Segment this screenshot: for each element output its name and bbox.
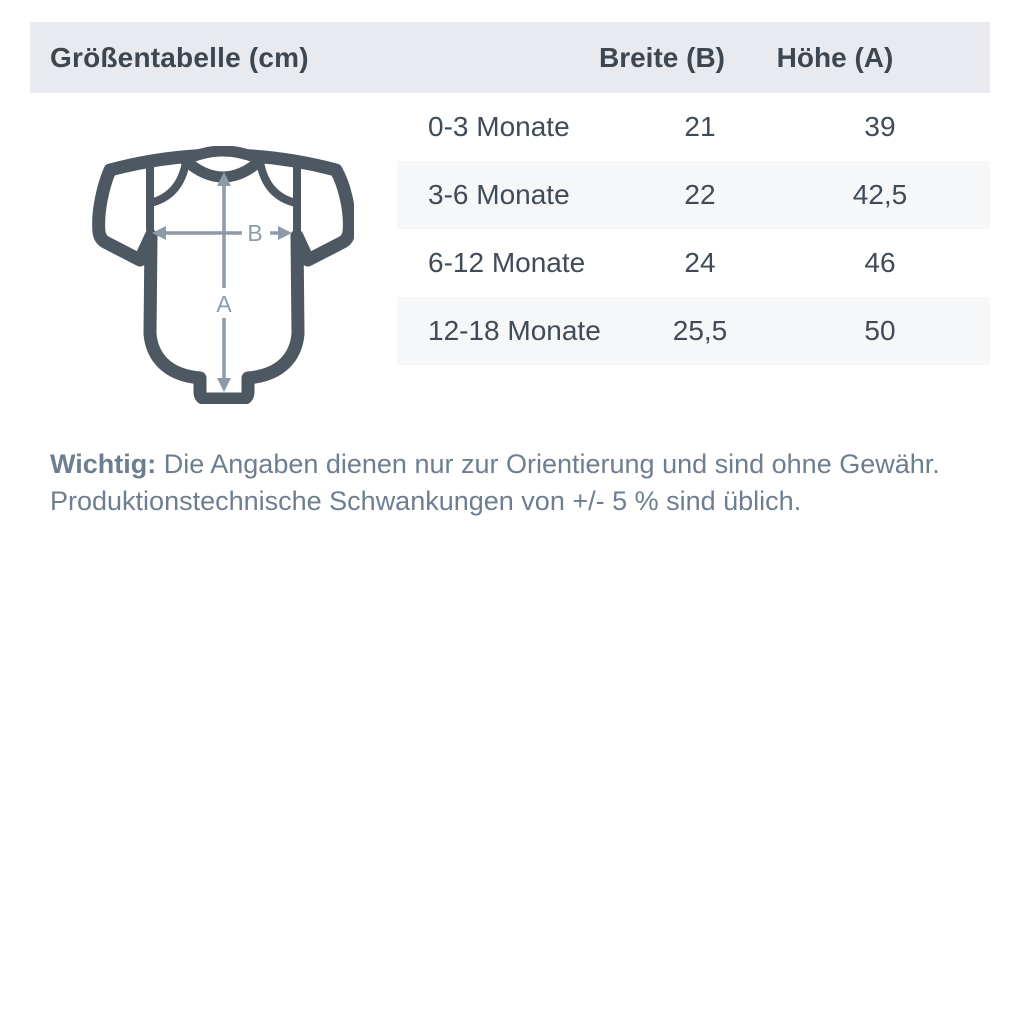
table-row: 6-12 Monate 24 46 [397,229,990,297]
height-label: A [216,291,232,317]
width-label: B [247,220,262,246]
width-arrow-icon [152,226,292,240]
breite-value: 24 [684,247,716,278]
baby-bodysuit-diagram: B A [92,146,354,404]
size-label: 12-18 Monate [428,315,601,346]
disclaimer-text: Die Angaben dienen nur zur Orientierung … [156,449,940,479]
left-lap-seam-icon [146,158,190,207]
hoehe-value: 46 [864,247,896,278]
size-label: 3-6 Monate [428,179,570,210]
size-label: 6-12 Monate [428,247,586,278]
breite-value: 21 [684,111,716,142]
column-header-breite: Breite (B) [598,41,725,73]
table-header-bar: Größentabelle (cm) Breite (B) Höhe (A) [30,22,990,93]
disclaimer-prefix: Wichtig: [50,449,157,479]
hoehe-value: 50 [864,315,896,346]
hoehe-value: 39 [864,111,896,142]
disclaimer-line-2: Produktionstechnische Schwankungen von +… [50,486,802,516]
breite-value: 22 [684,179,716,210]
breite-value: 25,5 [672,315,728,346]
table-row: 12-18 Monate 25,5 50 [397,297,990,365]
table-row: 0-3 Monate 21 39 [397,93,990,161]
right-lap-seam-icon [256,158,300,207]
height-arrow-icon [217,172,231,392]
table-row: 3-6 Monate 22 42,5 [397,161,990,229]
disclaimer-line-1: Wichtig: Die Angaben dienen nur zur Orie… [50,446,980,483]
neckline-icon [179,146,267,183]
page-title: Größentabelle (cm) [50,41,309,73]
column-header-hoehe: Höhe (A) [776,41,894,73]
hoehe-value: 42,5 [852,179,908,210]
disclaimer-note: Wichtig: Die Angaben dienen nur zur Orie… [50,446,980,520]
size-label: 0-3 Monate [428,111,570,142]
size-table: 0-3 Monate 21 39 3-6 Monate 22 42,5 6-12… [397,93,990,365]
